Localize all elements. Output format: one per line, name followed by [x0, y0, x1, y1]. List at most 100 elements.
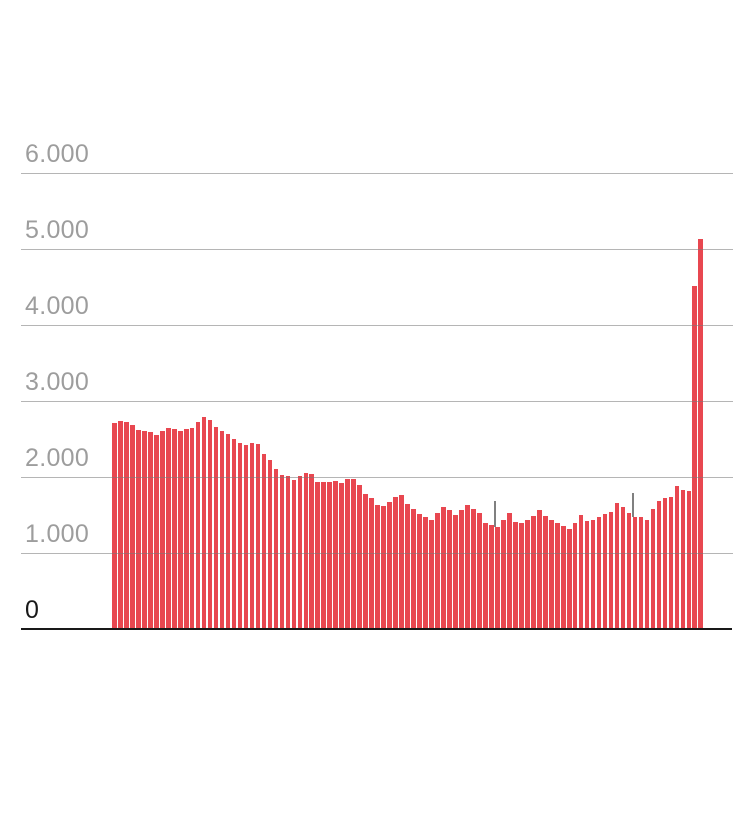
- bar: [369, 498, 375, 629]
- bar: [117, 420, 123, 629]
- bar: [536, 509, 542, 629]
- bar: [189, 427, 195, 629]
- bar: [351, 479, 357, 629]
- bar: [363, 493, 369, 629]
- gridline: [21, 553, 733, 554]
- bar: [614, 502, 620, 629]
- bar: [435, 513, 440, 629]
- bar: [405, 504, 410, 629]
- bar: [183, 429, 189, 629]
- bar: [483, 522, 488, 629]
- bar: [441, 507, 446, 629]
- bar: [309, 473, 315, 629]
- bar: [387, 502, 392, 629]
- bars-layer: [112, 0, 704, 629]
- bar: [219, 431, 225, 629]
- bar: [459, 510, 464, 629]
- bar: [171, 429, 177, 629]
- bar: [554, 522, 560, 629]
- bar: [680, 489, 686, 629]
- bar: [500, 520, 506, 629]
- bar: [285, 476, 291, 629]
- bar: [315, 481, 321, 629]
- bar: [674, 486, 680, 629]
- bar: [255, 444, 261, 629]
- bar: [273, 469, 279, 629]
- bar: [112, 423, 117, 629]
- bar: [590, 519, 596, 629]
- bar: [279, 474, 285, 629]
- bar: [578, 515, 584, 629]
- bar: [518, 522, 524, 629]
- bar: [135, 429, 141, 629]
- bar: [357, 485, 363, 629]
- bar: [129, 425, 135, 629]
- bar: [668, 496, 674, 629]
- bar: [165, 427, 171, 629]
- bar: [465, 505, 470, 629]
- bar: [411, 508, 416, 629]
- axis-separator-tick: [494, 501, 496, 528]
- bar: [327, 481, 333, 629]
- bar: [177, 431, 183, 629]
- bar: [333, 480, 339, 629]
- bar: [153, 435, 159, 629]
- bar: [291, 480, 297, 629]
- y-axis-tick-label: 2.000: [25, 444, 90, 472]
- y-axis-tick-label: 1.000: [25, 520, 90, 548]
- bar: [656, 500, 662, 629]
- bar: [489, 524, 494, 629]
- bar: [698, 239, 704, 629]
- bar: [429, 519, 434, 629]
- bar: [602, 514, 608, 629]
- bar: [303, 473, 309, 629]
- bar: [267, 460, 273, 629]
- bar: [195, 422, 201, 629]
- bar: [542, 515, 548, 629]
- y-axis-tick-label: 5.000: [25, 216, 90, 244]
- bar: [321, 482, 327, 629]
- bar: [644, 519, 650, 629]
- bar: [566, 528, 572, 629]
- bar: [375, 505, 380, 629]
- bar: [506, 512, 512, 629]
- bar: [560, 525, 566, 629]
- bar: [339, 483, 345, 629]
- bar: [626, 512, 632, 629]
- bar: [620, 506, 626, 629]
- bar: [225, 434, 231, 629]
- bar: [147, 432, 153, 629]
- bar: [243, 445, 249, 629]
- bar: [524, 520, 530, 629]
- bar: [638, 517, 644, 629]
- bar: [662, 498, 668, 629]
- bar: [447, 509, 452, 629]
- bar: [237, 442, 243, 629]
- y-axis-tick-label: 6.000: [25, 140, 90, 168]
- bar: [207, 420, 213, 629]
- bar: [201, 416, 207, 629]
- bar: [584, 521, 590, 629]
- bar: [213, 426, 219, 629]
- bar: [141, 431, 147, 629]
- gridline: [21, 401, 733, 402]
- bar: [231, 439, 237, 629]
- bar: [512, 521, 518, 629]
- bar: [417, 514, 422, 629]
- y-axis-tick-label: 3.000: [25, 368, 90, 396]
- bar: [608, 511, 614, 629]
- bar: [453, 515, 458, 629]
- axis-separator-tick: [632, 492, 634, 517]
- bar: [423, 516, 428, 629]
- bar: [477, 513, 482, 629]
- gridline: [21, 249, 733, 250]
- bar: [123, 422, 129, 629]
- gridline: [21, 325, 733, 326]
- bar: [596, 516, 602, 629]
- bar: [530, 515, 536, 629]
- gridline: [21, 477, 733, 478]
- gridline: [21, 173, 733, 174]
- bar: [632, 516, 638, 629]
